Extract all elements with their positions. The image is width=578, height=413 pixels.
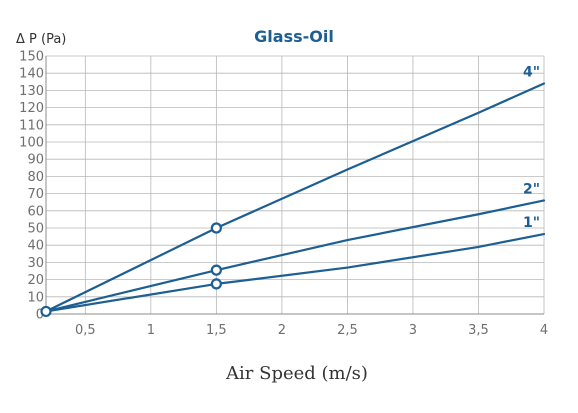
- series-label-2: 1": [523, 215, 540, 231]
- y-tick-label-4: 40: [27, 239, 44, 254]
- series-marker-0-0: [40, 305, 52, 318]
- series-line-0: [44, 82, 546, 313]
- y-tick-label-15: 150: [19, 50, 44, 65]
- x-tick-label-0: 0,5: [75, 323, 96, 338]
- y-tick-label-3: 30: [27, 256, 44, 271]
- y-tick-label-12: 120: [19, 101, 44, 116]
- x-tick-label-1: 1: [147, 323, 155, 338]
- y-tick-label-13: 130: [19, 84, 44, 99]
- y-tick-label-0: 0: [36, 308, 44, 323]
- series-markers: [40, 222, 222, 318]
- y-tick-label-10: 100: [19, 136, 44, 151]
- y-tick-label-8: 80: [27, 170, 44, 185]
- x-tick-label-3: 2: [278, 323, 286, 338]
- series-marker-1-0: [210, 264, 222, 276]
- series-line-2: [44, 232, 546, 313]
- y-tick-label-14: 140: [19, 67, 44, 82]
- y-tick-label-5: 50: [27, 222, 44, 237]
- x-tick-label-2: 1,5: [206, 323, 227, 338]
- y-tick-label-6: 60: [27, 204, 44, 219]
- y-tick-label-9: 90: [27, 153, 44, 168]
- chart-title: Glass-Oil: [254, 27, 334, 46]
- grid: [46, 55, 545, 315]
- y-tick-label-11: 110: [19, 118, 44, 133]
- x-axis-label: Air Speed (m/s): [225, 363, 368, 384]
- x-tick-label-7: 4: [540, 323, 548, 338]
- y-axis-label: Δ P (Pa): [16, 32, 66, 47]
- series-label-0: 4": [523, 65, 540, 81]
- y-tick-label-7: 70: [27, 187, 44, 202]
- y-tick-label-1: 10: [27, 290, 44, 305]
- series-marker-0-1: [210, 222, 222, 234]
- x-tick-label-4: 2,5: [337, 323, 358, 338]
- series-line-1: [44, 199, 546, 313]
- series-marker-2-0: [210, 278, 222, 290]
- series-labels: 4" 2" 1": [523, 65, 540, 232]
- x-tick-label-6: 3,5: [468, 323, 489, 338]
- series-label-1: 2": [523, 181, 540, 197]
- y-tick-label-2: 20: [27, 273, 44, 288]
- x-tick-label-5: 3: [409, 323, 417, 338]
- axes: [45, 56, 544, 315]
- tick-labels: 0 10 20 30 40 50 60 70 80 90 100 110 120 130 140 150 0,5…: [19, 50, 548, 339]
- series-lines: [44, 82, 546, 313]
